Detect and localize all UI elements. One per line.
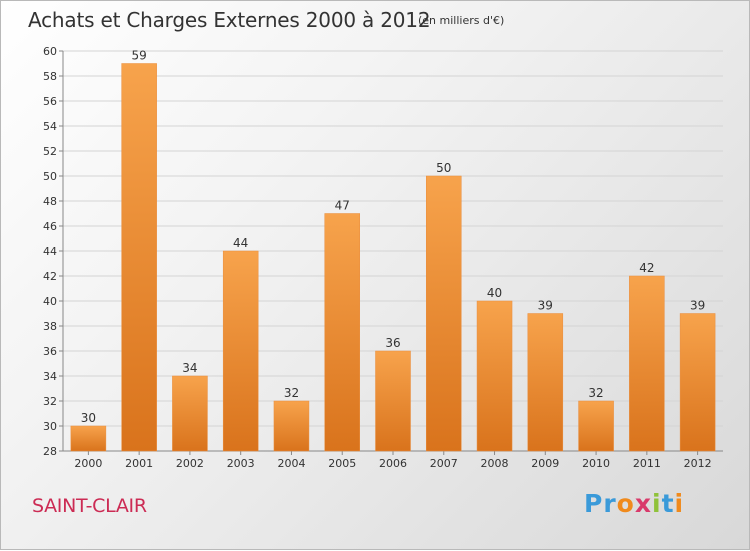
y-tick-label: 32	[43, 395, 57, 408]
bar-value-label: 32	[588, 386, 603, 400]
bar-value-label: 36	[385, 336, 400, 350]
y-tick-label: 50	[43, 170, 57, 183]
brand-letter: t	[661, 489, 675, 518]
bar-value-label: 34	[182, 361, 197, 375]
y-tick-label: 38	[43, 320, 57, 333]
x-tick-label: 2000	[74, 457, 102, 470]
bar	[629, 275, 665, 452]
x-tick-label: 2003	[227, 457, 255, 470]
x-tick-label: 2004	[277, 457, 305, 470]
brand-logo: Proxiti	[584, 489, 684, 518]
bar-value-label: 44	[233, 236, 248, 250]
y-tick-label: 40	[43, 295, 57, 308]
x-tick-label: 2001	[125, 457, 153, 470]
bar	[70, 425, 107, 452]
y-tick-label: 34	[43, 370, 57, 383]
bar	[273, 400, 310, 452]
bar-value-label: 30	[81, 411, 96, 425]
bar	[172, 375, 208, 452]
y-tick-label: 58	[43, 70, 57, 83]
chart-title: Achats et Charges Externes 2000 à 2012	[28, 8, 431, 32]
bar	[222, 250, 259, 452]
bar-value-label: 40	[487, 286, 502, 300]
x-tick-label: 2010	[582, 457, 610, 470]
labels: 28 30 32 34 36 38 40 42 44 46 48 50 52 54 56 58 60 30 2000…	[43, 45, 712, 470]
chart-subtitle: (en milliers d'€)	[418, 14, 505, 27]
bar	[527, 313, 564, 452]
y-tick-label: 28	[43, 445, 57, 458]
bars	[70, 63, 716, 452]
y-tick-label: 60	[43, 45, 57, 58]
bar	[578, 400, 614, 452]
brand-letter: x	[634, 489, 652, 518]
x-tick-label: 2012	[684, 457, 712, 470]
bar	[324, 213, 360, 452]
bar-value-label: 59	[132, 49, 147, 63]
y-tick-label: 52	[43, 145, 57, 158]
y-tick-label: 48	[43, 195, 57, 208]
bar-value-label: 47	[335, 199, 350, 213]
bar	[121, 63, 157, 452]
x-tick-label: 2006	[379, 457, 407, 470]
location-label: SAINT-CLAIR	[32, 495, 147, 517]
x-tick-label: 2009	[531, 457, 559, 470]
bar-value-label: 50	[436, 161, 451, 175]
y-tick-label: 36	[43, 345, 57, 358]
bar	[476, 300, 513, 452]
y-tick-label: 54	[43, 120, 57, 133]
x-tick-label: 2007	[430, 457, 458, 470]
bar-value-label: 32	[284, 386, 299, 400]
bar-value-label: 42	[639, 261, 654, 275]
brand-letter: o	[616, 489, 635, 518]
y-tick-label: 56	[43, 95, 57, 108]
x-tick-label: 2008	[481, 457, 509, 470]
y-tick-label: 44	[43, 245, 57, 258]
y-tick-label: 30	[43, 420, 57, 433]
brand-letter: r	[603, 489, 617, 518]
bar-value-label: 39	[690, 299, 705, 313]
x-tick-label: 2005	[328, 457, 356, 470]
brand-letter: i	[652, 489, 662, 518]
x-tick-label: 2002	[176, 457, 204, 470]
bar	[426, 175, 462, 452]
brand-letter: i	[674, 489, 685, 518]
y-tick-label: 46	[43, 220, 57, 233]
bar	[375, 350, 411, 452]
brand-letter: P	[584, 489, 604, 518]
y-tick-label: 42	[43, 270, 57, 283]
bar	[679, 313, 716, 452]
bar-value-label: 39	[538, 299, 553, 313]
x-tick-label: 2011	[633, 457, 661, 470]
